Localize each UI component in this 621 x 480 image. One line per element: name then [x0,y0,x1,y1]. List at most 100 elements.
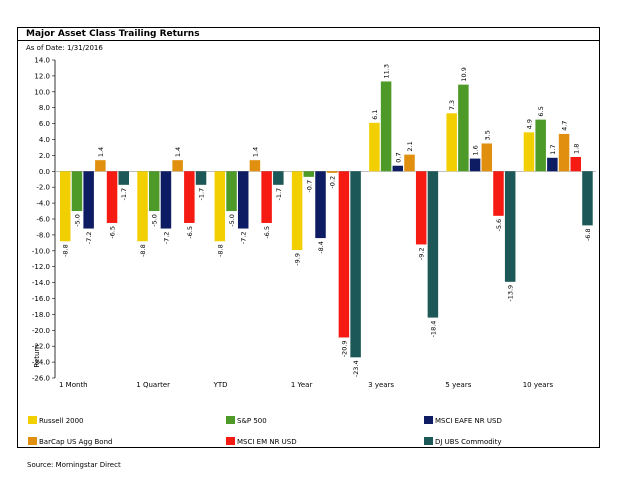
y-tick-label: 6.0 [39,120,50,128]
bar [137,171,148,241]
x-tick-label: 10 years [523,381,554,389]
data-label: -0.7 [305,180,313,193]
bar [161,171,172,228]
y-tick-label: -18.0 [32,311,50,319]
data-label: 4.7 [561,121,569,131]
data-label: -8.4 [317,241,325,254]
y-tick-label: 0.0 [39,168,50,176]
bar [416,171,427,244]
x-tick-label: 1 Quarter [136,381,170,389]
data-label: 3.5 [483,130,491,140]
bar [524,132,535,171]
bar [196,171,207,185]
bar [535,120,546,172]
y-tick-label: -8.0 [36,231,50,239]
data-label: -5.0 [151,214,159,227]
bar [381,81,392,171]
bar [119,171,130,185]
legend-swatch [226,416,235,424]
bar [350,171,361,357]
data-label: -6.5 [263,226,271,239]
legend-label: MSCI EAFE NR USD [435,417,502,425]
data-label: 1.4 [97,147,105,157]
data-label: 1.7 [549,144,557,154]
data-label: 10.9 [460,67,468,81]
bar-chart: -26.0-24.0-22.0-20.0-18.0-16.0-14.0-12.0… [0,0,621,480]
bar [172,160,183,171]
legend-swatch [424,416,433,424]
bar [482,143,493,171]
bar [470,159,481,172]
data-label: -6.8 [584,228,592,241]
data-label: -1.7 [198,188,206,201]
bar [292,171,303,250]
legend-swatch [28,437,37,445]
y-tick-label: 12.0 [34,72,50,80]
data-label: 11.3 [383,64,391,78]
bar [369,123,380,171]
legend-swatch [28,416,37,424]
data-label: 1.4 [174,147,182,157]
bar [215,171,226,241]
x-tick-label: 5 years [445,381,471,389]
data-label: 6.1 [371,109,379,119]
data-label: -8.8 [139,244,147,257]
legend-swatch [424,437,433,445]
data-label: 7.3 [448,100,456,110]
data-label: 4.9 [525,119,533,129]
x-tick-label: 1 Year [291,381,313,389]
data-label: -7.2 [162,232,170,245]
data-label: -0.2 [329,176,337,189]
bar [339,171,350,337]
bar [107,171,118,223]
y-tick-label: -2.0 [36,184,50,192]
bar [571,157,582,171]
data-label: -8.8 [216,244,224,257]
y-tick-label: 14.0 [34,57,50,65]
y-tick-label: -12.0 [32,263,50,271]
data-label: -5.6 [495,219,503,232]
x-tick-label: 1 Month [59,381,88,389]
bar [327,171,338,173]
data-label: -8.8 [62,244,70,257]
y-tick-label: 8.0 [39,104,50,112]
bar [315,171,326,238]
bar [83,171,94,228]
data-label: 1.4 [251,147,259,157]
data-label: -6.5 [186,226,194,239]
data-label: -5.0 [73,214,81,227]
bar [273,171,284,185]
data-label: -13.9 [507,285,515,302]
data-label: -9.2 [418,247,426,260]
y-tick-label: 2.0 [39,152,50,160]
legend-label: BarCap US Agg Bond [39,438,112,446]
data-label: 0.7 [394,152,402,162]
data-label: -1.7 [120,188,128,201]
bar [446,113,457,171]
bar [458,85,469,172]
bar [72,171,83,211]
bar [261,171,272,223]
bar [60,171,71,241]
data-label: 2.1 [406,141,414,151]
y-axis-label: Return [33,344,41,367]
bar [184,171,195,223]
legend-label: S&P 500 [237,417,267,425]
legend: Russell 2000 S&P 500 MSCI EAFE NR USD BarCa… [28,416,502,446]
bar [393,166,404,172]
bar [226,171,237,211]
y-tick-label: -16.0 [32,295,50,303]
bar [250,160,261,171]
data-label: -18.4 [429,321,437,338]
bar [428,171,439,317]
bar [559,134,570,171]
data-label: -7.2 [85,232,93,245]
bar [304,171,315,177]
y-tick-label: -26.0 [32,375,50,383]
data-label: -1.7 [275,188,283,201]
data-label: 1.6 [472,145,480,155]
x-tick-label: YTD [213,381,228,389]
data-label: 6.5 [537,106,545,116]
source-note: Source: Morningstar Direct [27,461,121,469]
y-tick-label: -6.0 [36,216,50,224]
